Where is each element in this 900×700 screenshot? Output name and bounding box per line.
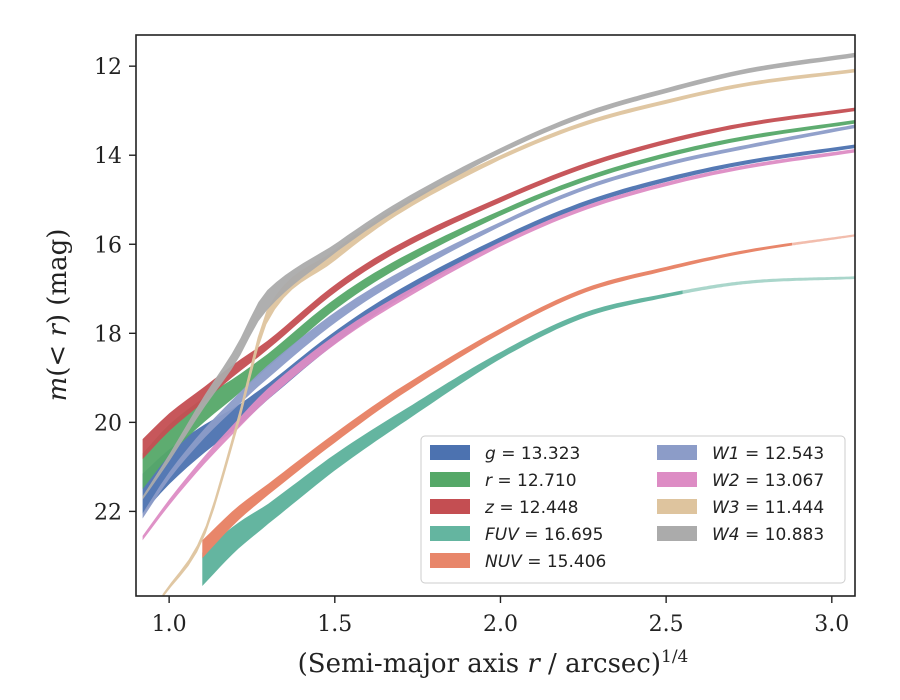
legend-swatch [430, 499, 470, 514]
x-tick-label: 2.5 [649, 612, 684, 637]
legend-label: g = 13.323 [485, 444, 580, 464]
legend: g = 13.323 r = 12.710 z = 12.448 FUV = 16.6… [420, 435, 846, 584]
x-axis-title-exponent: 1/4 [661, 647, 688, 667]
series-nuv-curve [202, 234, 855, 559]
ticks-layer: 1.0 1.5 2.0 2.5 3.0 12 14 16 18 20 22 [94, 55, 849, 637]
legend-label: FUV = 16.695 [485, 525, 603, 545]
series-fuv-curve [202, 276, 855, 586]
legend-item-r: r = 12.710 [430, 471, 577, 491]
legend-item-w1: W1 = 12.543 [657, 444, 824, 464]
legend-swatch [430, 526, 470, 541]
legend-frame [420, 435, 846, 584]
legend-items: g = 13.323 r = 12.710 z = 12.448 FUV = 16.6… [430, 444, 824, 572]
y-axis-title: m(< r) (mag) [43, 229, 73, 402]
legend-swatch [657, 526, 697, 541]
curves-layer [142, 52, 855, 596]
x-axis-title: (Semi-major axis r / arcsec)1/4 [298, 647, 689, 679]
legend-label: NUV = 15.406 [485, 552, 606, 572]
x-tick-label: 1.5 [317, 612, 352, 637]
legend-label: z = 12.448 [484, 498, 578, 518]
legend-swatch [657, 499, 697, 514]
legend-item-g: g = 13.323 [430, 444, 580, 464]
y-tick-label: 12 [94, 55, 122, 80]
y-tick-label: 22 [94, 500, 122, 525]
legend-label: W4 = 10.883 [712, 525, 824, 545]
legend-item-w4: W4 = 10.883 [657, 525, 824, 545]
legend-swatch [657, 445, 697, 460]
series-nuv-band-extrapolated [792, 234, 855, 246]
legend-label: W3 = 11.444 [712, 498, 824, 518]
legend-swatch [430, 472, 470, 487]
x-tick-label: 2.0 [483, 612, 518, 637]
x-tick-label: 3.0 [814, 612, 849, 637]
legend-item-w2: W2 = 13.067 [657, 471, 824, 491]
y-tick-label: 18 [94, 322, 122, 347]
series-w4-curve [142, 52, 855, 500]
plot-frame [135, 34, 856, 597]
legend-label: r = 12.710 [485, 471, 577, 491]
legend-label: W1 = 12.543 [712, 444, 824, 464]
y-tick-label: 14 [94, 144, 122, 169]
legend-item-nuv: NUV = 15.406 [430, 552, 606, 572]
legend-item-w3: W3 = 11.444 [657, 498, 824, 518]
legend-item-fuv: FUV = 16.695 [430, 525, 603, 545]
legend-swatch [430, 445, 470, 460]
legend-swatch [657, 472, 697, 487]
y-tick-label: 16 [94, 233, 122, 258]
legend-item-z: z = 12.448 [430, 498, 578, 518]
y-tick-label: 20 [94, 411, 122, 436]
legend-label: W2 = 13.067 [712, 471, 824, 491]
series-w4-band [142, 52, 855, 500]
x-axis-title-main: (Semi-major axis r / arcsec) [298, 649, 661, 679]
legend-swatch [430, 553, 470, 568]
series-fuv-band-extrapolated [682, 276, 855, 294]
x-tick-label: 1.0 [152, 612, 187, 637]
